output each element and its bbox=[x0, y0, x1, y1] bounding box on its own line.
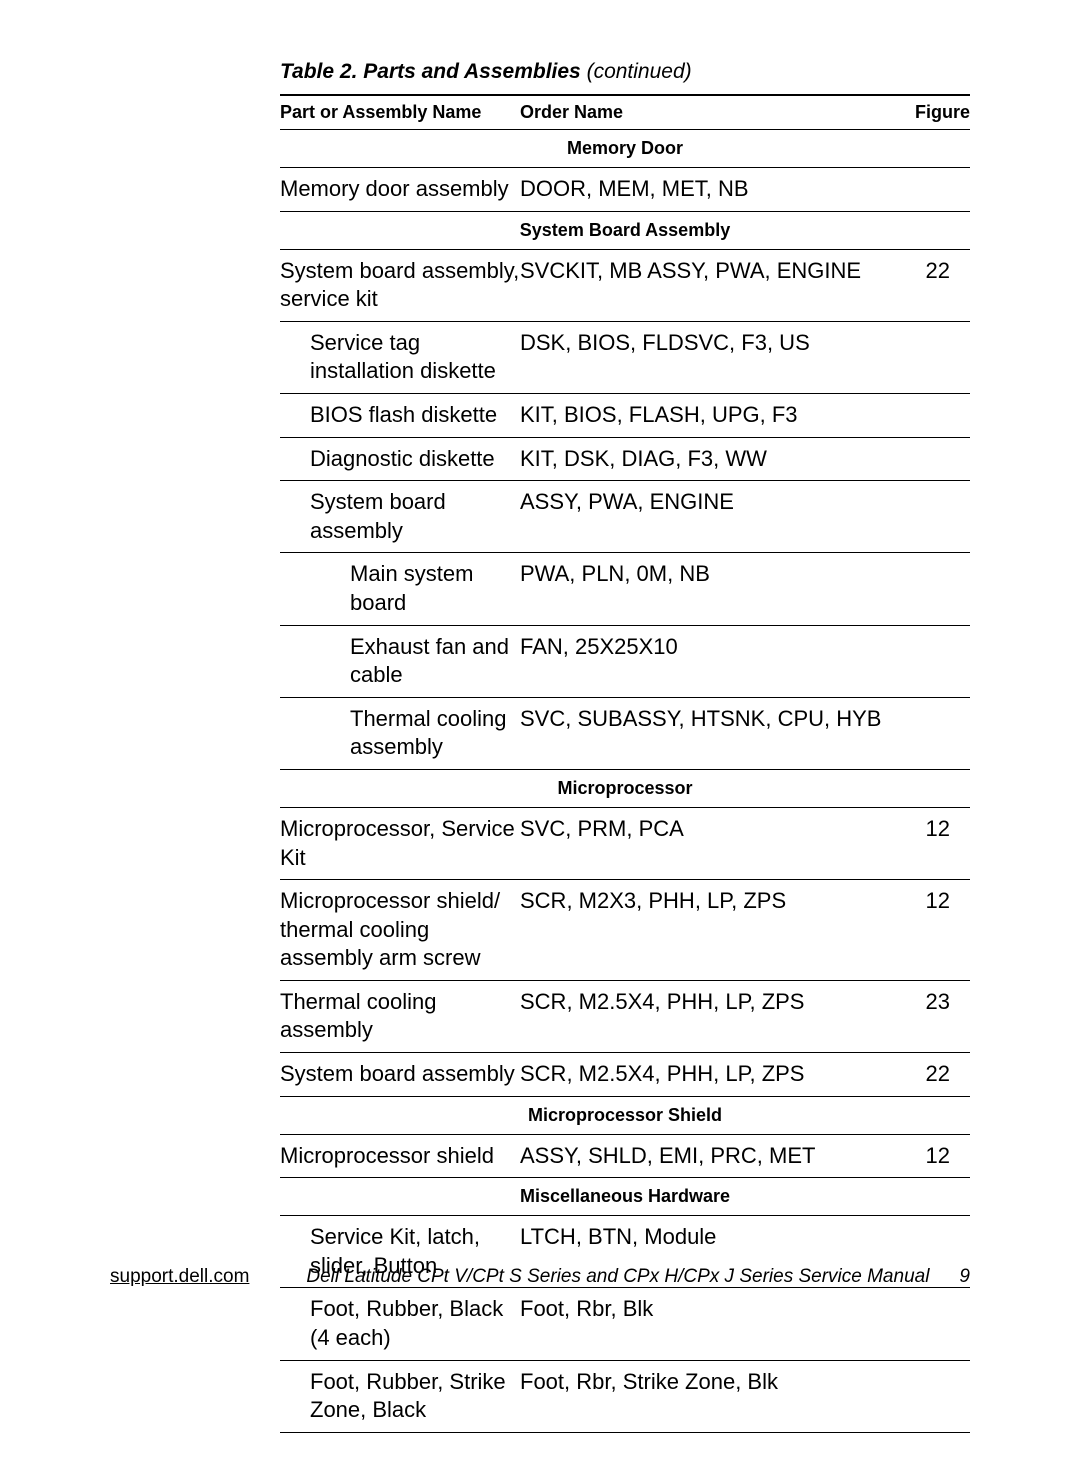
cell-part: System board assembly, service kit bbox=[280, 249, 520, 321]
cell-figure bbox=[890, 697, 970, 769]
footer-page: 9 bbox=[959, 1266, 970, 1288]
section-row: Microprocessor Shield bbox=[280, 1096, 970, 1134]
section-label: Microprocessor bbox=[280, 769, 970, 807]
section-label: Microprocessor Shield bbox=[280, 1096, 970, 1134]
table-row: Foot, Rubber, Black (4 each)Foot, Rbr, B… bbox=[280, 1288, 970, 1360]
table-row: Microprocessor shield/ thermal cooling a… bbox=[280, 880, 970, 981]
title-prefix: Table 2. Parts and Assemblies bbox=[280, 60, 587, 83]
table-row: Thermal cooling assemblySVC, SUBASSY, HT… bbox=[280, 697, 970, 769]
cell-order: DSK, BIOS, FLDSVC, F3, US bbox=[520, 321, 890, 393]
cell-part: System board assembly bbox=[280, 481, 520, 553]
table-row: System board assembly, service kitSVCKIT… bbox=[280, 249, 970, 321]
section-row: Miscellaneous Hardware bbox=[280, 1178, 970, 1216]
cell-order: SVC, SUBASSY, HTSNK, CPU, HYB bbox=[520, 697, 890, 769]
table-row: BIOS flash disketteKIT, BIOS, FLASH, UPG… bbox=[280, 393, 970, 437]
cell-part: Main system board bbox=[280, 553, 520, 625]
table-row: Foot, Rubber, Strike Zone, BlackFoot, Rb… bbox=[280, 1360, 970, 1432]
cell-figure bbox=[890, 553, 970, 625]
cell-figure: 22 bbox=[890, 249, 970, 321]
section-row: System Board Assembly bbox=[280, 211, 970, 249]
cell-part: BIOS flash diskette bbox=[280, 393, 520, 437]
cell-order: SCR, M2X3, PHH, LP, ZPS bbox=[520, 880, 890, 981]
table-row: Service tag installation disketteDSK, BI… bbox=[280, 321, 970, 393]
cell-order: Foot, Rbr, Blk bbox=[520, 1288, 890, 1360]
table-row: Exhaust fan and cableFAN, 25X25X10 bbox=[280, 625, 970, 697]
cell-figure bbox=[890, 168, 970, 212]
table-row: Diagnostic disketteKIT, DSK, DIAG, F3, W… bbox=[280, 437, 970, 481]
cell-figure bbox=[890, 481, 970, 553]
col-header-figure: Figure bbox=[890, 95, 970, 130]
cell-figure bbox=[890, 321, 970, 393]
cell-part: Exhaust fan and cable bbox=[280, 625, 520, 697]
cell-part: Foot, Rubber, Black (4 each) bbox=[280, 1288, 520, 1360]
cell-figure bbox=[890, 393, 970, 437]
cell-order: PWA, PLN, 0M, NB bbox=[520, 553, 890, 625]
cell-figure bbox=[890, 437, 970, 481]
header-row: Part or Assembly Name Order Name Figure bbox=[280, 95, 970, 130]
cell-part: Service tag installation diskette bbox=[280, 321, 520, 393]
cell-order: SVCKIT, MB ASSY, PWA, ENGINE bbox=[520, 249, 890, 321]
table-row: Memory door assemblyDOOR, MEM, MET, NB bbox=[280, 168, 970, 212]
cell-part: Microprocessor shield/ thermal cooling a… bbox=[280, 880, 520, 981]
footer-manual: Dell Latitude CPt V/CPt S Series and CPx… bbox=[306, 1266, 929, 1288]
col-header-part: Part or Assembly Name bbox=[280, 95, 520, 130]
footer-link[interactable]: support.dell.com bbox=[110, 1266, 249, 1288]
section-label: System Board Assembly bbox=[280, 211, 970, 249]
table-row: Thermal cooling assemblySCR, M2.5X4, PHH… bbox=[280, 980, 970, 1052]
cell-part: Thermal cooling assembly bbox=[280, 980, 520, 1052]
cell-part: Microprocessor shield bbox=[280, 1134, 520, 1178]
cell-order: ASSY, PWA, ENGINE bbox=[520, 481, 890, 553]
cell-order: SVC, PRM, PCA bbox=[520, 807, 890, 879]
cell-figure bbox=[890, 1288, 970, 1360]
cell-figure: 12 bbox=[890, 880, 970, 981]
cell-order: SCR, M2.5X4, PHH, LP, ZPS bbox=[520, 980, 890, 1052]
cell-order: Foot, Rbr, Strike Zone, Blk bbox=[520, 1360, 890, 1432]
cell-figure bbox=[890, 625, 970, 697]
table-row: Microprocessor shieldASSY, SHLD, EMI, PR… bbox=[280, 1134, 970, 1178]
col-header-order: Order Name bbox=[520, 95, 890, 130]
cell-part: Thermal cooling assembly bbox=[280, 697, 520, 769]
section-row: Microprocessor bbox=[280, 769, 970, 807]
cell-order: KIT, BIOS, FLASH, UPG, F3 bbox=[520, 393, 890, 437]
table-title: Table 2. Parts and Assemblies (continued… bbox=[280, 60, 970, 84]
cell-order: DOOR, MEM, MET, NB bbox=[520, 168, 890, 212]
table-row: System board assemblySCR, M2.5X4, PHH, L… bbox=[280, 1053, 970, 1097]
table-row: Main system boardPWA, PLN, 0M, NB bbox=[280, 553, 970, 625]
section-row: Memory Door bbox=[280, 130, 970, 168]
cell-figure: 22 bbox=[890, 1053, 970, 1097]
cell-figure: 12 bbox=[890, 1134, 970, 1178]
table-row: System board assemblyASSY, PWA, ENGINE bbox=[280, 481, 970, 553]
cell-order: SCR, M2.5X4, PHH, LP, ZPS bbox=[520, 1053, 890, 1097]
cell-figure: 12 bbox=[890, 807, 970, 879]
cell-part: Foot, Rubber, Strike Zone, Black bbox=[280, 1360, 520, 1432]
cell-part: Diagnostic diskette bbox=[280, 437, 520, 481]
section-label: Memory Door bbox=[280, 130, 970, 168]
cell-order: ASSY, SHLD, EMI, PRC, MET bbox=[520, 1134, 890, 1178]
title-continued: (continued) bbox=[587, 60, 692, 83]
cell-part: System board assembly bbox=[280, 1053, 520, 1097]
table-row: Microprocessor, Service KitSVC, PRM, PCA… bbox=[280, 807, 970, 879]
cell-part: Microprocessor, Service Kit bbox=[280, 807, 520, 879]
cell-order: FAN, 25X25X10 bbox=[520, 625, 890, 697]
cell-order: KIT, DSK, DIAG, F3, WW bbox=[520, 437, 890, 481]
cell-figure bbox=[890, 1360, 970, 1432]
parts-table: Part or Assembly Name Order Name Figure … bbox=[280, 94, 970, 1433]
page-footer: support.dell.com Dell Latitude CPt V/CPt… bbox=[110, 1266, 970, 1288]
section-label: Miscellaneous Hardware bbox=[280, 1178, 970, 1216]
cell-part: Memory door assembly bbox=[280, 168, 520, 212]
cell-figure: 23 bbox=[890, 980, 970, 1052]
